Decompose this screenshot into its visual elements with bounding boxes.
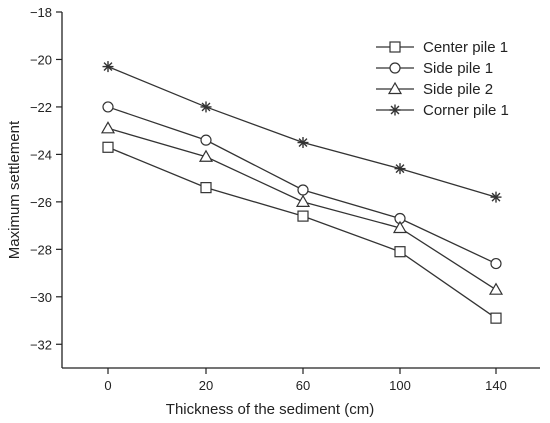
data-point [200, 101, 212, 113]
data-point [490, 191, 502, 203]
legend-marker [389, 104, 401, 116]
y-tick-label: −22 [30, 100, 52, 115]
data-point [102, 61, 114, 73]
series-line [107, 146, 497, 319]
x-tick-label: 20 [199, 378, 213, 393]
legend: Center pile 1 Side pile 1 Side pile 2 Corne… [376, 39, 509, 119]
series-side-pile-1 [102, 101, 502, 270]
data-point [297, 210, 309, 222]
series-line [107, 127, 497, 291]
y-ticks: −18 −20 −22 −24 −26 −28 −30 −32 [30, 5, 62, 352]
data-point [297, 137, 309, 149]
legend-item: Side pile 1 [376, 60, 493, 77]
legend-label: Corner pile 1 [423, 102, 509, 119]
legend-item: Center pile 1 [376, 39, 508, 56]
legend-label: Side pile 1 [423, 60, 493, 77]
series-corner-pile-1 [102, 61, 502, 203]
y-tick-label: −30 [30, 290, 52, 305]
data-point [102, 101, 114, 113]
data-point [392, 220, 408, 234]
data-point [488, 282, 504, 295]
x-tick-label: 140 [485, 378, 507, 393]
series-side-pile-2 [100, 121, 504, 295]
legend-label: Center pile 1 [423, 39, 508, 56]
x-tick-label: 100 [389, 378, 411, 393]
data-point [295, 194, 311, 207]
y-tick-label: −20 [30, 52, 52, 67]
legend-marker [387, 81, 403, 95]
y-tick-label: −24 [30, 147, 52, 162]
y-tick-label: −18 [30, 5, 52, 20]
axes [61, 12, 540, 369]
data-point [102, 141, 114, 153]
legend-item: Side pile 2 [376, 81, 493, 98]
x-axis-title: Thickness of the sediment (cm) [166, 401, 374, 418]
y-axis-title: Maximum settlement [6, 120, 23, 259]
data-point [200, 134, 212, 146]
series-center-pile-1 [102, 141, 502, 324]
data-point [100, 121, 116, 134]
legend-label: Side pile 2 [423, 81, 493, 98]
y-tick-label: −32 [30, 337, 52, 352]
y-tick-label: −26 [30, 195, 52, 210]
legend-marker [389, 62, 401, 74]
data-point [490, 312, 502, 324]
x-tick-label: 60 [296, 378, 310, 393]
data-point [490, 257, 502, 270]
x-ticks: 0 20 60 100 140 [104, 368, 507, 393]
x-tick-label: 0 [104, 378, 111, 393]
series-layer [100, 61, 504, 324]
data-point [394, 246, 406, 258]
data-point [394, 163, 406, 175]
data-point [297, 184, 309, 196]
legend-marker [389, 41, 401, 53]
data-point [198, 149, 214, 162]
legend-item: Corner pile 1 [376, 102, 509, 119]
y-tick-label: −28 [30, 242, 52, 257]
data-point [200, 182, 212, 194]
